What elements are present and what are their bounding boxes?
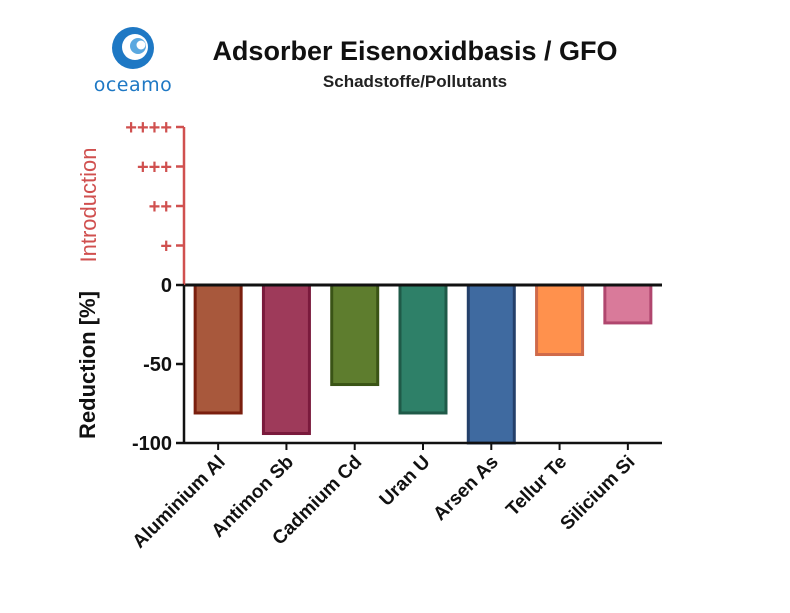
y-axis-label: Reduction [%] xyxy=(75,291,100,439)
bar-aluminium-al xyxy=(193,283,243,415)
oceamo-logo: oceamo xyxy=(80,24,186,98)
bar-tellur-te xyxy=(535,283,585,357)
logo-text: oceamo xyxy=(93,74,173,96)
oceamo-swirl-icon xyxy=(112,27,154,69)
bars-group xyxy=(193,283,653,445)
bar-cadmium-cd xyxy=(330,283,380,387)
x-tick-label: Uran U xyxy=(376,452,435,511)
introduction-axis-label: Introduction xyxy=(76,148,101,263)
x-tick-label: Silicium Si xyxy=(557,452,640,535)
introduction-tick-label: ++++ xyxy=(125,117,172,139)
x-tick-label: Arsen As xyxy=(429,452,502,525)
bar-uran-u xyxy=(398,283,448,415)
chart-title: Adsorber Eisenoxidbasis / GFO xyxy=(212,36,618,66)
y-tick-label: -50 xyxy=(143,354,172,376)
introduction-tick-label: + xyxy=(160,236,172,258)
x-tick-label: Aluminium Al xyxy=(129,452,230,553)
y-tick-label: 0 xyxy=(161,275,172,297)
bar-antimon-sb xyxy=(261,283,311,436)
x-tick-label: Tellur Te xyxy=(502,452,571,521)
bar-silicium-si xyxy=(603,283,653,325)
bar-arsen-as xyxy=(466,283,516,445)
introduction-tick-label: +++ xyxy=(137,157,172,179)
chart-subtitle: Schadstoffe/Pollutants xyxy=(322,72,508,91)
introduction-tick-label: ++ xyxy=(149,196,172,218)
y-tick-label: -100 xyxy=(132,433,172,455)
